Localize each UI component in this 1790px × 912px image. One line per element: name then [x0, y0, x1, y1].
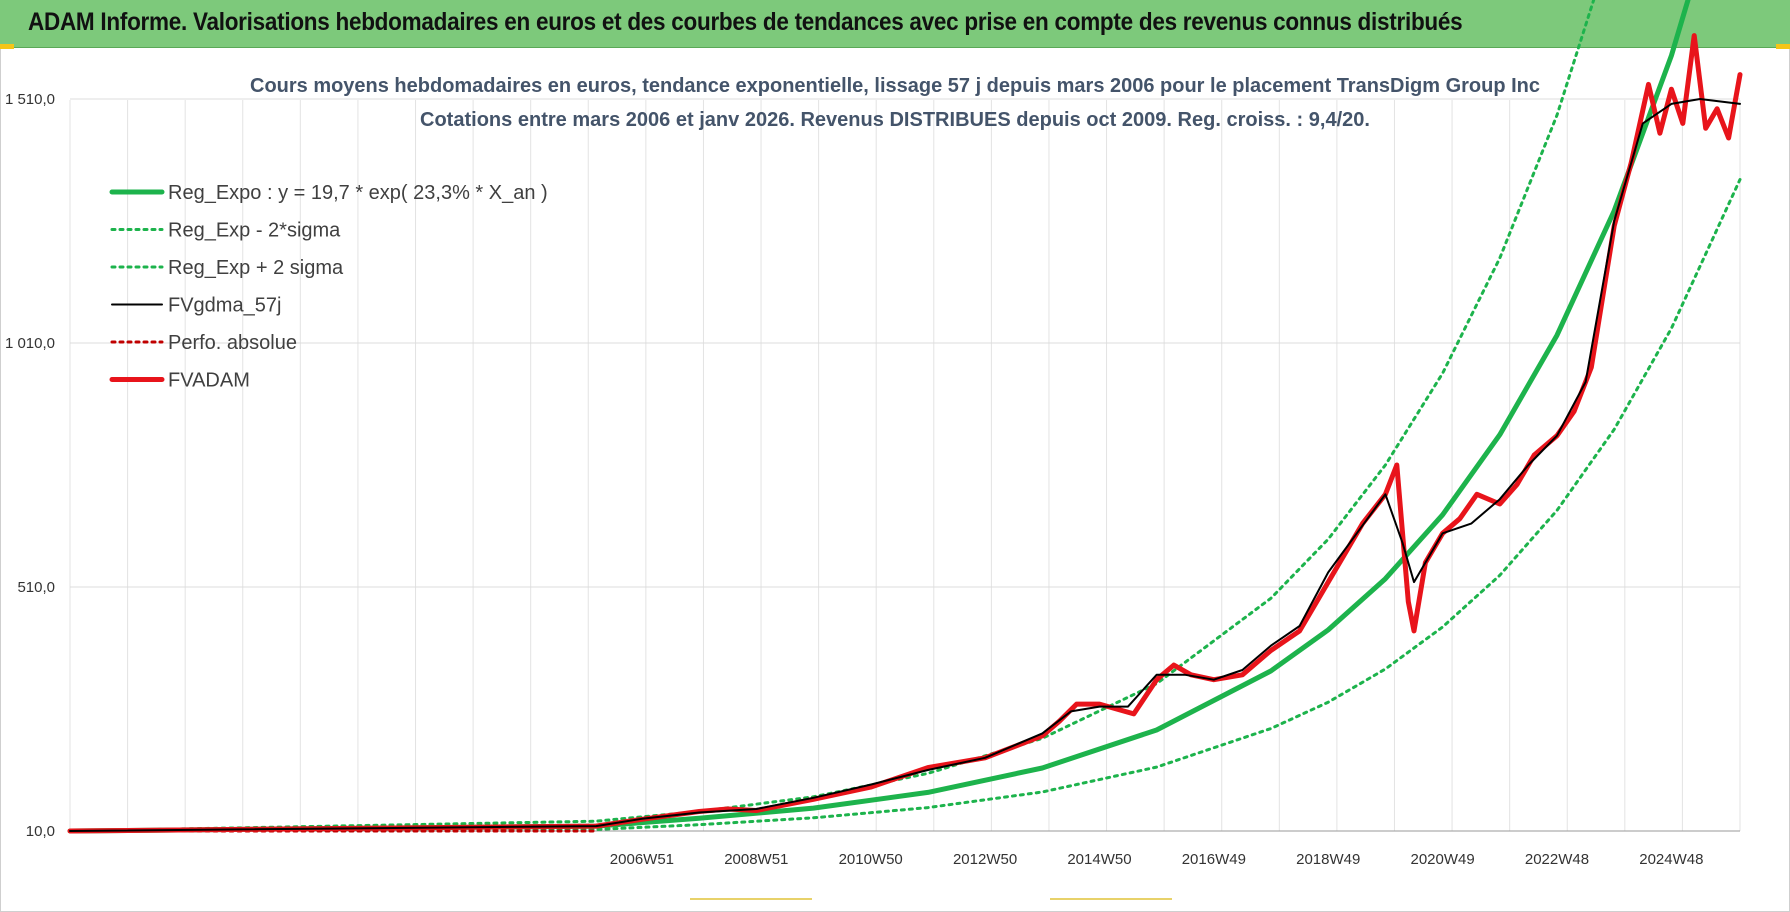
legend: Reg_Expo : y = 19,7 * exp( 23,3% * X_an … — [109, 182, 548, 392]
banner-title: ADAM Informe. Valorisations hebdomadaire… — [28, 8, 1463, 36]
bottom-handle-2 — [1050, 898, 1172, 900]
y-tick-label: 510,0 — [17, 579, 55, 596]
series-line-0 — [67, 0, 1691, 834]
corner-mark-right — [1776, 44, 1790, 49]
y-tick-label: 10,0 — [26, 823, 55, 840]
series-layer — [67, 0, 1743, 834]
legend-label-4: Perfo. absolue — [168, 332, 297, 354]
x-tick-label: 2020W49 — [1410, 851, 1474, 868]
x-tick-label: 2006W51 — [610, 851, 674, 868]
chart-title-line2: Cotations entre mars 2006 et janv 2026. … — [420, 109, 1370, 131]
x-tick-label: 2014W50 — [1067, 851, 1131, 868]
x-tick-label: 2016W49 — [1182, 851, 1246, 868]
legend-label-5: FVADAM — [168, 370, 250, 392]
x-tick-label: 2012W50 — [953, 851, 1017, 868]
corner-mark-left — [0, 44, 14, 49]
series-line-5 — [67, 33, 1743, 834]
x-tick-label: 2018W49 — [1296, 851, 1360, 868]
y-tick-label: 1 010,0 — [5, 335, 55, 352]
series-line-2 — [68, 0, 1596, 833]
x-tick-label: 2010W50 — [839, 851, 903, 868]
x-tick-label: 2024W48 — [1639, 851, 1703, 868]
legend-label-2: Reg_Exp + 2 sigma — [168, 257, 344, 279]
series-line-1 — [68, 178, 1742, 833]
series-line-3 — [69, 98, 1741, 832]
grid — [69, 98, 1741, 832]
y-tick-label: 1 510,0 — [5, 91, 55, 108]
legend-label-3: FVgdma_57j — [168, 295, 281, 317]
bottom-handle-1 — [690, 898, 812, 900]
x-tick-label: 2008W51 — [724, 851, 788, 868]
header-banner: ADAM Informe. Valorisations hebdomadaire… — [0, 0, 1790, 48]
chart-title-line1: Cours moyens hebdomadaires en euros, ten… — [250, 75, 1540, 97]
legend-label-1: Reg_Exp - 2*sigma — [168, 220, 341, 242]
legend-label-0: Reg_Expo : y = 19,7 * exp( 23,3% * X_an … — [168, 182, 548, 204]
x-tick-label: 2022W48 — [1525, 851, 1589, 868]
